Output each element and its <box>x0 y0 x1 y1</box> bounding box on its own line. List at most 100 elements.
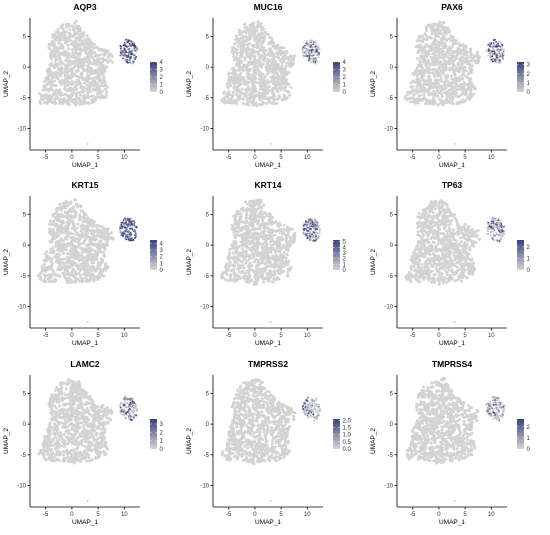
cell-point <box>305 53 308 56</box>
cell-point <box>130 239 133 242</box>
x-tick-label: 5 <box>280 155 284 161</box>
cell-point <box>125 51 128 54</box>
cell-point <box>428 91 432 95</box>
cell-point <box>70 42 74 46</box>
cell-point <box>311 39 314 42</box>
cell-point <box>239 71 243 75</box>
cell-point <box>268 269 272 273</box>
cell-point <box>95 92 99 95</box>
cell-point <box>100 84 104 88</box>
cell-point <box>235 92 239 96</box>
cell-point <box>68 53 72 57</box>
cell-point <box>249 28 253 32</box>
cell-point <box>243 80 247 84</box>
cell-point <box>260 254 264 258</box>
cell-point <box>493 58 496 61</box>
cell-point <box>103 242 107 246</box>
cell-point <box>450 99 454 103</box>
cell-point <box>225 94 229 98</box>
cell-point <box>128 221 131 223</box>
cell-point <box>465 75 469 79</box>
cell-point <box>90 261 94 265</box>
cell-point <box>128 235 131 238</box>
cell-point <box>84 237 88 241</box>
cell-point <box>424 25 428 29</box>
legend-tick-label: 2 <box>526 72 530 78</box>
cell-point <box>468 54 472 57</box>
cell-point <box>222 98 226 102</box>
cell-point <box>313 41 315 44</box>
cell-point <box>60 222 64 226</box>
cell-point <box>124 234 127 237</box>
cell-point <box>78 204 82 208</box>
y-tick-label: 0 <box>389 65 393 71</box>
cell-point <box>450 61 454 65</box>
cell-point <box>253 72 257 76</box>
cell-point <box>406 97 410 100</box>
cell-point <box>61 219 65 223</box>
cell-point <box>444 99 448 103</box>
cell-point <box>457 86 461 90</box>
cell-point <box>100 274 103 278</box>
cell-point <box>245 48 249 52</box>
cell-point <box>75 31 79 35</box>
cell-point <box>128 218 131 221</box>
cell-point <box>426 60 430 64</box>
cell-point <box>130 237 133 240</box>
cell-point <box>61 27 65 31</box>
cell-point <box>418 71 422 75</box>
cell-point <box>39 97 43 101</box>
cell-point <box>71 53 75 57</box>
cell-point <box>469 88 473 92</box>
cell-point <box>69 76 73 80</box>
cell-point <box>309 50 312 53</box>
cell-point <box>62 52 66 56</box>
cell-point <box>67 47 70 51</box>
cell-point <box>74 41 78 44</box>
cell-point <box>438 29 442 33</box>
cell-point <box>55 209 59 213</box>
cell-point <box>73 30 77 34</box>
cell-point <box>493 49 495 52</box>
cell-point <box>50 40 54 44</box>
cell-point <box>74 59 77 63</box>
cell-point <box>314 58 317 61</box>
cell-point <box>433 73 437 77</box>
cell-point <box>309 52 312 55</box>
cell-point <box>276 268 280 272</box>
cell-point <box>127 59 130 62</box>
cell-point <box>43 80 46 84</box>
cell-point <box>75 264 79 268</box>
cell-point <box>274 251 278 255</box>
cell-point <box>412 80 416 84</box>
cell-point <box>85 52 88 56</box>
cell-point <box>447 58 451 62</box>
cell-point <box>79 229 83 233</box>
cell-point <box>55 46 59 50</box>
cell-point <box>77 271 81 275</box>
cell-point <box>440 84 444 88</box>
cell-point <box>249 57 253 61</box>
cell-point <box>53 99 56 103</box>
cell-point <box>135 50 137 53</box>
cell-point <box>285 64 289 68</box>
cell-point <box>48 99 52 102</box>
cell-point <box>419 54 423 58</box>
cell-point <box>439 92 443 96</box>
cell-point <box>88 46 92 50</box>
cell-point <box>248 242 252 246</box>
cell-point <box>63 237 67 241</box>
cell-point <box>66 232 70 236</box>
cell-point <box>94 88 98 92</box>
cell-point <box>70 82 74 86</box>
x-tick-label: -5 <box>43 155 49 161</box>
cell-point <box>80 242 84 246</box>
cell-point <box>430 27 434 31</box>
cell-point <box>104 84 108 88</box>
cell-point <box>60 97 64 101</box>
cell-point <box>302 49 304 52</box>
y-tick-label: 0 <box>23 243 27 249</box>
cell-point <box>133 57 136 60</box>
cell-point <box>269 143 272 145</box>
